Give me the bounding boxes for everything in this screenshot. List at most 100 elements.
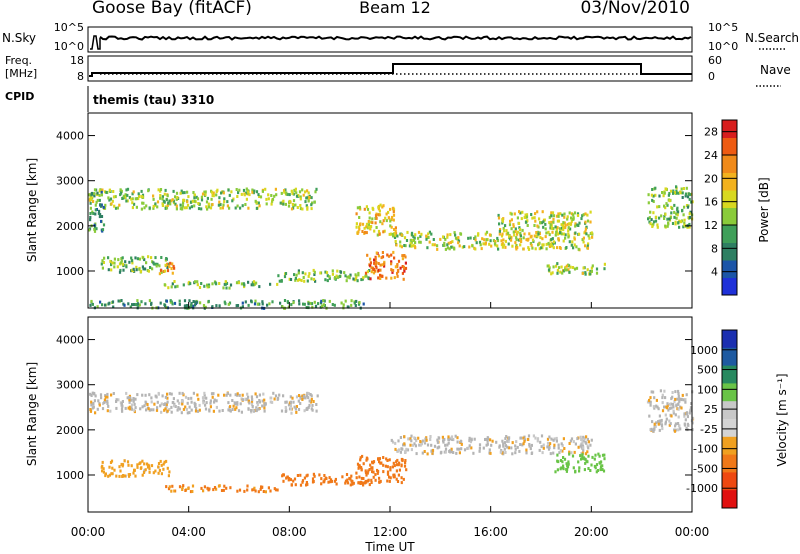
scatter-cell bbox=[92, 200, 95, 203]
scatter-cell bbox=[346, 478, 349, 482]
scatter-cell bbox=[691, 421, 694, 425]
scatter-cell bbox=[548, 245, 552, 248]
scatter-cell bbox=[559, 212, 562, 216]
scatter-cell bbox=[547, 447, 551, 451]
scatter-cell bbox=[343, 271, 346, 275]
scatter-cell bbox=[305, 196, 308, 200]
scatter-cell bbox=[561, 213, 564, 217]
scatter-cell bbox=[478, 240, 482, 244]
scatter-cell bbox=[392, 213, 396, 217]
scatter-cell bbox=[656, 223, 659, 227]
scatter-cell bbox=[685, 426, 688, 430]
scatter-cell bbox=[459, 439, 462, 443]
scatter-cell bbox=[256, 302, 259, 306]
scatter-cell bbox=[554, 233, 557, 237]
scatter-cell bbox=[164, 407, 167, 411]
scatter-cell bbox=[563, 221, 566, 225]
scatter-cell bbox=[378, 480, 381, 484]
scatter-cell bbox=[349, 273, 352, 277]
scatter-cell bbox=[273, 487, 276, 491]
scatter-cell bbox=[547, 230, 550, 234]
scatter-cell bbox=[110, 202, 113, 206]
scatter-cell bbox=[269, 396, 272, 400]
scatter-cell bbox=[89, 409, 92, 413]
scatter-cell bbox=[402, 277, 405, 281]
scatter-cell bbox=[250, 402, 254, 406]
scatter-cell bbox=[166, 262, 169, 266]
scatter-cell bbox=[258, 399, 261, 402]
scatter-cell bbox=[182, 484, 185, 488]
scatter-cell bbox=[538, 247, 541, 251]
scatter-cell bbox=[134, 397, 137, 401]
scatter-cell bbox=[468, 436, 471, 440]
scatter-cell bbox=[152, 204, 155, 208]
scatter-cell bbox=[501, 219, 504, 223]
scatter-cell bbox=[96, 407, 99, 411]
y-tick-label: 4000 bbox=[56, 130, 84, 143]
scatter-cell bbox=[369, 220, 372, 224]
scatter-cell bbox=[382, 219, 385, 223]
scatter-cell bbox=[684, 400, 687, 404]
scatter-cell bbox=[192, 304, 195, 308]
scatter-cell bbox=[196, 280, 199, 284]
scatter-cell bbox=[294, 278, 297, 282]
scatter-cell bbox=[205, 200, 209, 204]
scatter-cell bbox=[602, 469, 606, 473]
scatter-cell bbox=[258, 195, 261, 198]
colorbar-tick-label: 24 bbox=[704, 149, 718, 162]
scatter-cell bbox=[376, 468, 379, 472]
scatter-cell bbox=[519, 243, 522, 247]
scatter-cell bbox=[217, 484, 221, 488]
colorbar-tick-label: 8 bbox=[711, 242, 718, 255]
scatter-cell bbox=[160, 463, 163, 467]
scatter-cell bbox=[255, 190, 259, 194]
scatter-cell bbox=[102, 470, 105, 474]
scatter-cell bbox=[254, 199, 257, 203]
scatter-cell bbox=[393, 464, 396, 468]
scatter-cell bbox=[552, 240, 555, 244]
scatter-cell bbox=[505, 435, 508, 438]
scatter-cell bbox=[161, 195, 164, 199]
scatter-cell bbox=[501, 218, 504, 222]
scatter-cell bbox=[358, 301, 361, 304]
x-tick-label: 08:00 bbox=[272, 525, 307, 539]
scatter-cell bbox=[346, 305, 349, 309]
scatter-cell bbox=[301, 398, 304, 401]
scatter-cell bbox=[235, 188, 238, 191]
scatter-cell bbox=[657, 422, 660, 426]
scatter-cell bbox=[163, 192, 166, 196]
scatter-cell bbox=[683, 221, 686, 225]
scatter-cell bbox=[204, 190, 207, 194]
scatter-cell bbox=[215, 487, 218, 491]
scatter-cell bbox=[649, 396, 652, 400]
scatter-cell bbox=[390, 232, 393, 236]
scatter-cell bbox=[195, 195, 198, 199]
scatter-cell bbox=[136, 465, 139, 469]
scatter-cell bbox=[574, 224, 577, 228]
scatter-cell bbox=[521, 443, 524, 447]
scatter-cell bbox=[253, 282, 256, 286]
scatter-cell bbox=[215, 399, 218, 403]
scatter-cell bbox=[387, 254, 391, 258]
scatter-cell bbox=[248, 193, 251, 197]
scatter-cell bbox=[562, 239, 565, 243]
scatter-cell bbox=[411, 233, 414, 237]
scatter-cell bbox=[517, 222, 521, 225]
scatter-cell bbox=[475, 241, 478, 245]
scatter-cell bbox=[386, 472, 390, 476]
scatter-cell bbox=[164, 304, 167, 308]
scatter-cell bbox=[574, 470, 577, 474]
scatter-cell bbox=[668, 423, 671, 427]
scatter-cell bbox=[522, 247, 525, 251]
scatter-cell bbox=[563, 447, 566, 450]
scatter-cell bbox=[157, 392, 160, 396]
scatter-cell bbox=[403, 435, 406, 439]
scatter-cell bbox=[374, 473, 377, 477]
scatter-cell bbox=[274, 187, 277, 191]
scatter-cell bbox=[257, 407, 260, 411]
scatter-cell bbox=[669, 216, 672, 220]
scatter-cell bbox=[173, 280, 176, 283]
scatter-cell bbox=[205, 401, 208, 405]
scatter-cell bbox=[153, 402, 156, 406]
